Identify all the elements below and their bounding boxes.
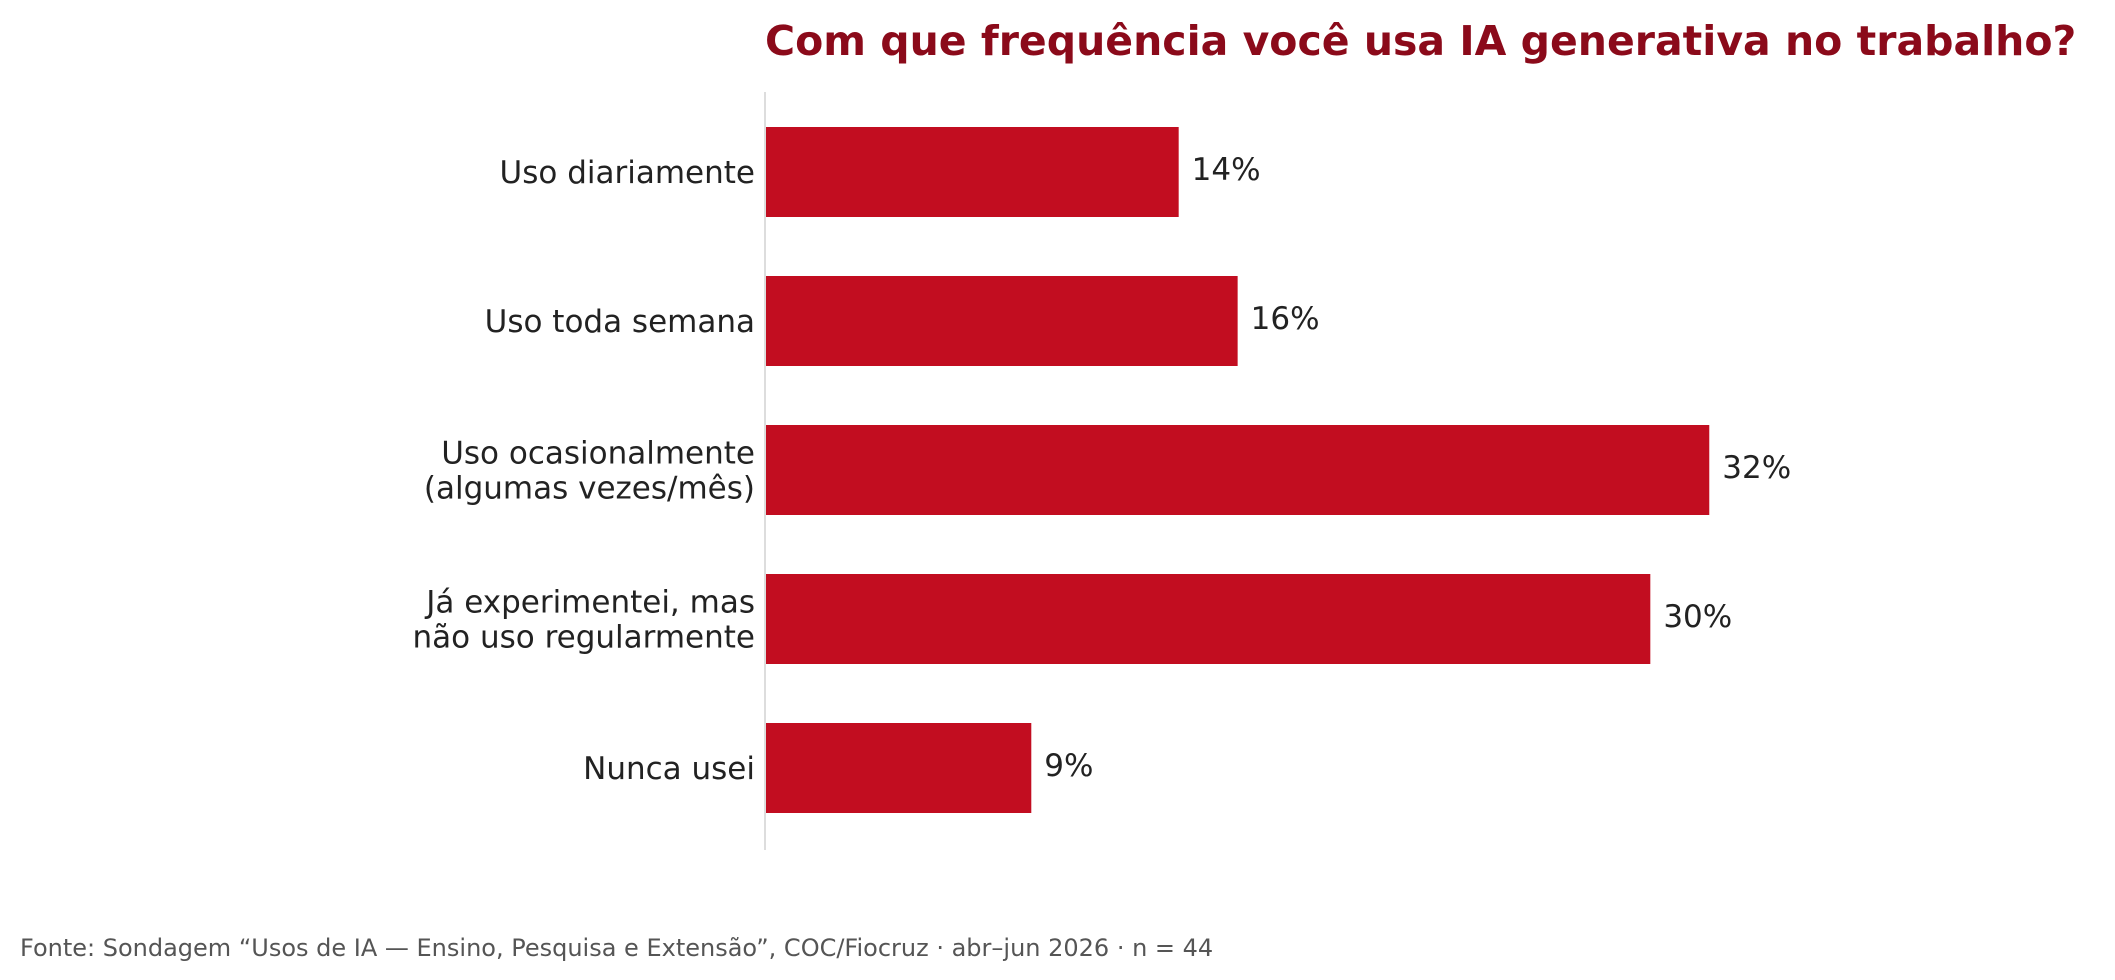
category-label-2-1: (algumas vezes/mês) [424, 471, 755, 507]
bar-0 [766, 127, 1179, 217]
bars-layer: 14% Uso diariamente 16% Uso toda semana 32% U… [413, 127, 1791, 813]
category-label-3-1: não uso regularmente [413, 620, 756, 656]
value-label-3: 30% [1663, 599, 1732, 635]
value-label-0: 14% [1192, 152, 1261, 188]
value-label-1: 16% [1251, 301, 1320, 337]
category-label-4-0: Nunca usei [583, 751, 755, 787]
bar-1 [766, 276, 1238, 366]
category-label-2-0: Uso ocasionalmente [441, 436, 755, 472]
source-note: Fonte: Sondagem “Usos de IA — Ensino, Pe… [20, 934, 1213, 962]
category-label-3-0: Já experimentei, mas [424, 585, 755, 621]
bar-2 [766, 425, 1710, 515]
bar-3 [766, 574, 1651, 664]
value-label-2: 32% [1722, 450, 1791, 486]
chart-title: Com que frequência você usa IA generativ… [765, 17, 2076, 65]
category-label-1-0: Uso toda semana [485, 304, 755, 340]
bar-4 [766, 723, 1032, 813]
value-label-4: 9% [1044, 748, 1093, 784]
category-label-0-0: Uso diariamente [500, 155, 755, 191]
